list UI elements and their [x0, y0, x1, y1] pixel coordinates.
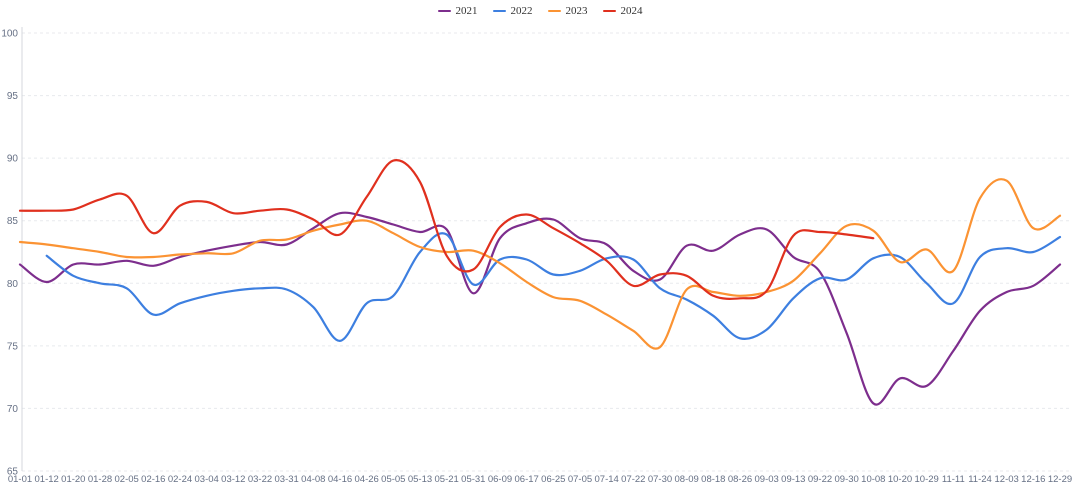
legend-marker-icon: [547, 9, 561, 13]
legend-label: 2022: [510, 5, 533, 17]
y-tick-label: 65: [7, 467, 19, 478]
y-tick-label: 100: [1, 29, 18, 40]
x-tick-label: 05-21: [435, 474, 459, 485]
x-tick-label: 05-05: [381, 474, 405, 485]
x-tick-label: 06-17: [515, 474, 539, 485]
x-tick-label: 04-16: [328, 474, 352, 485]
series-line-2024[interactable]: [18, 159, 875, 300]
x-tick-label: 02-05: [115, 474, 139, 485]
x-tick-label: 03-31: [275, 474, 299, 485]
legend-marker-icon: [492, 9, 506, 13]
y-tick-label: 80: [7, 279, 19, 290]
x-tick-label: 07-30: [648, 474, 672, 485]
chart-legend: 2021 2022 2023 2024: [0, 5, 1080, 17]
legend-marker-icon: [602, 9, 616, 13]
x-tick-label: 08-18: [701, 474, 725, 485]
series-line-2021[interactable]: [18, 211, 1062, 406]
x-tick-label: 01-20: [61, 474, 85, 485]
y-tick-label: 85: [7, 216, 19, 227]
x-tick-label: 03-12: [221, 474, 245, 485]
x-tick-label: 02-24: [168, 474, 192, 485]
x-tick-labels: 01-01 01-12 01-20 01-28 02-05 02-16 02-24 03-04…: [8, 474, 1072, 485]
legend-label: 2021: [455, 5, 478, 17]
x-tick-label: 07-14: [595, 474, 619, 485]
legend-marker-icon: [437, 9, 451, 13]
y-tick-label: 75: [7, 341, 19, 352]
y-gridlines: [22, 32, 1072, 472]
x-tick-label: 03-22: [248, 474, 272, 485]
x-tick-label: 11-24: [968, 474, 992, 485]
y-tick-label: 95: [7, 91, 19, 102]
x-tick-label: 01-12: [35, 474, 59, 485]
x-tick-label: 01-01: [8, 474, 32, 485]
x-tick-label: 08-09: [675, 474, 699, 485]
x-tick-label: 09-30: [835, 474, 859, 485]
legend-item-2024[interactable]: 2024: [602, 5, 643, 17]
y-tick-label: 90: [7, 154, 19, 165]
x-tick-label: 12-16: [1021, 474, 1045, 485]
x-tick-label: 09-22: [808, 474, 832, 485]
x-tick-label: 07-05: [568, 474, 592, 485]
x-tick-label: 10-29: [915, 474, 939, 485]
x-tick-label: 06-25: [541, 474, 565, 485]
x-tick-label: 01-28: [88, 474, 112, 485]
legend-label: 2023: [565, 5, 588, 17]
series-line-2023[interactable]: [18, 178, 1062, 350]
x-tick-label: 09-13: [781, 474, 805, 485]
x-tick-label: 03-04: [195, 474, 219, 485]
legend-item-2021[interactable]: 2021: [437, 5, 478, 17]
legend-item-2023[interactable]: 2023: [547, 5, 588, 17]
x-tick-label: 10-08: [861, 474, 885, 485]
x-tick-label: 06-09: [488, 474, 512, 485]
x-tick-label: 04-26: [355, 474, 379, 485]
x-tick-label: 12-03: [995, 474, 1019, 485]
x-tick-label: 11-11: [942, 474, 965, 485]
x-tick-label: 05-31: [461, 474, 485, 485]
x-tick-label: 08-26: [728, 474, 752, 485]
x-tick-label: 07-22: [621, 474, 645, 485]
x-tick-label: 10-20: [888, 474, 912, 485]
x-tick-label: 12-29: [1048, 474, 1072, 485]
legend-label: 2024: [620, 5, 643, 17]
legend-item-2022[interactable]: 2022: [492, 5, 533, 17]
x-tick-label: 09-03: [755, 474, 779, 485]
y-tick-labels: 100 95 90 85 80 75 70 65: [1, 29, 18, 478]
x-tick-label: 04-08: [301, 474, 325, 485]
x-tick-label: 02-16: [141, 474, 165, 485]
y-tick-label: 70: [7, 404, 19, 415]
x-tick-label: 05-13: [408, 474, 432, 485]
series-line-2022[interactable]: [45, 232, 1062, 342]
